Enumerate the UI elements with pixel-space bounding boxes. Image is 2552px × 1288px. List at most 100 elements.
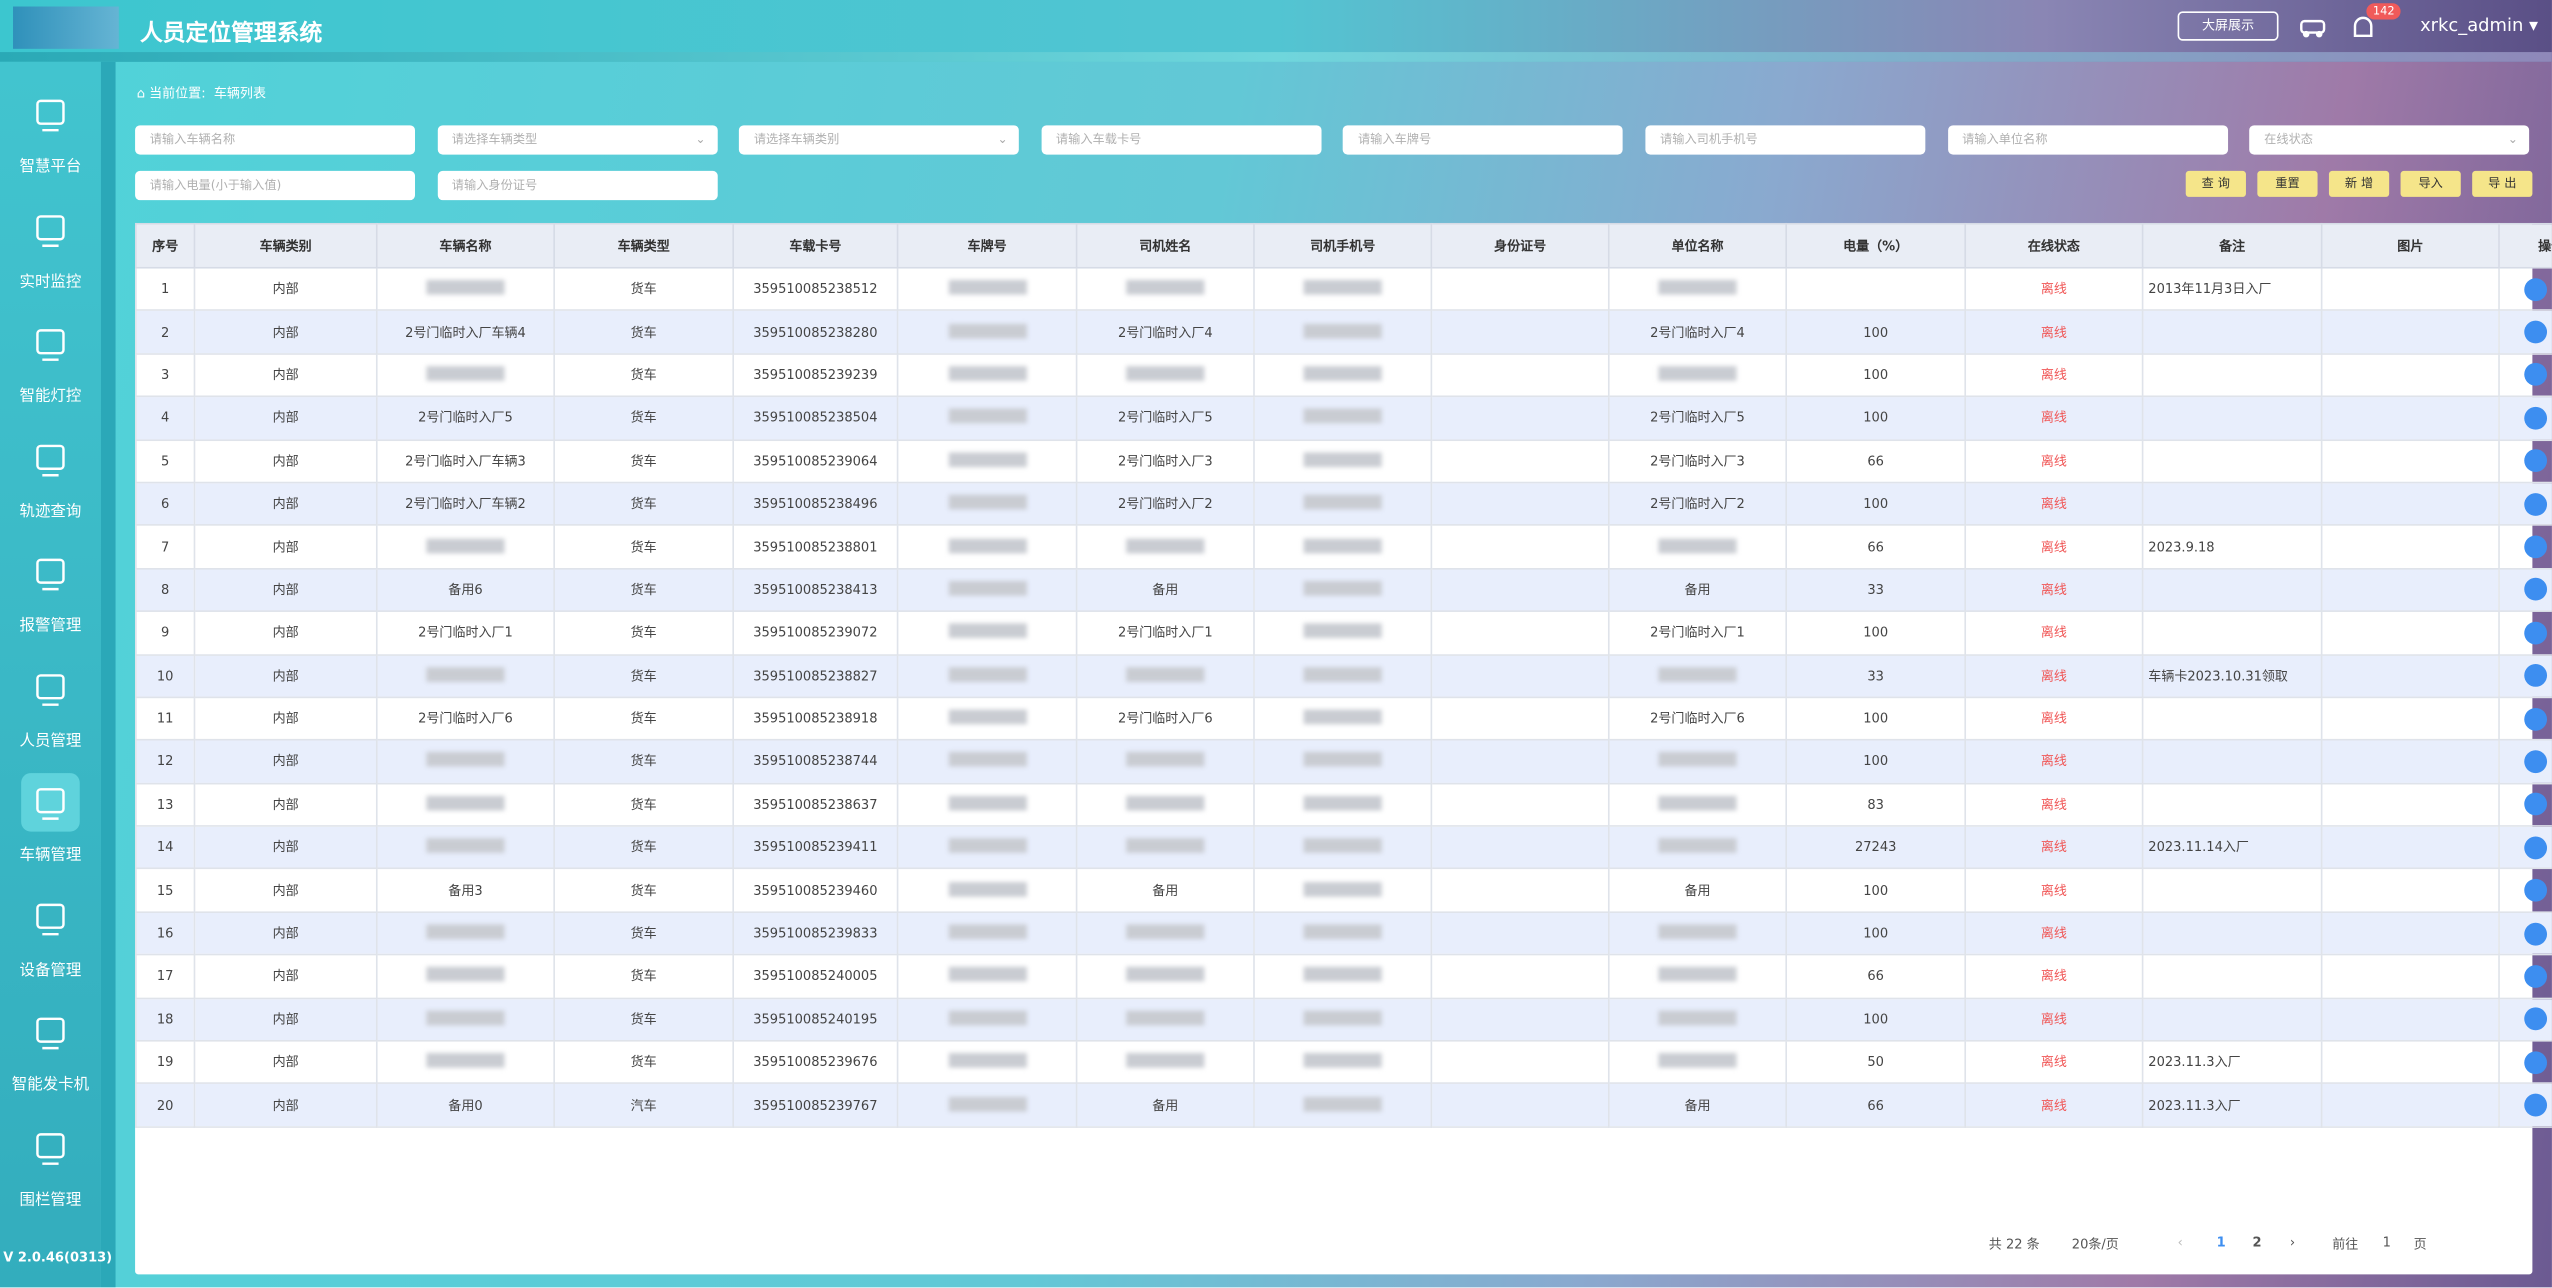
nav-item[interactable]: 智能灯控	[0, 295, 101, 405]
cell-text: 6	[161, 496, 170, 512]
blurred-text	[1658, 537, 1737, 553]
filter-input[interactable]: 在线状态 ⌄	[2249, 125, 2530, 155]
nav-item[interactable]: 实时监控	[0, 180, 101, 291]
cell-text: 离线	[2040, 453, 2067, 469]
table-cell	[1430, 610, 1610, 656]
table-cell	[1253, 610, 1433, 656]
blurred-text	[1126, 795, 1205, 811]
prev-page[interactable]: ‹	[2177, 1235, 2183, 1250]
table-cell: 货车	[553, 567, 735, 613]
image-cell	[2320, 997, 2500, 1042]
table-cell	[896, 997, 1078, 1042]
cell-text: 2号门临时入厂1	[418, 625, 513, 641]
action-button[interactable]: 新 增	[2328, 170, 2390, 197]
edit-button[interactable]	[2523, 363, 2547, 387]
filter-input[interactable]: 请输入车牌号	[1343, 125, 1624, 155]
filter-input[interactable]: 请输入司机手机号	[1645, 125, 1926, 155]
nav-item[interactable]: 围栏管理	[0, 1098, 101, 1208]
goto-input[interactable]: 1	[2382, 1235, 2391, 1250]
user-menu[interactable]: xrkc_admin ▾	[2420, 14, 2539, 36]
filter-input[interactable]: 请输入电量(小于输入值)	[135, 170, 416, 201]
action-button[interactable]: 导入	[2400, 170, 2461, 197]
action-cell	[2498, 739, 2552, 784]
filter-input[interactable]: 请选择车辆类别 ⌄	[739, 125, 1020, 155]
table-cell: 货车	[553, 868, 735, 913]
table-cell: 359510085238827	[732, 653, 899, 699]
cell-text: 备用	[1152, 1097, 1179, 1113]
action-button[interactable]: 重置	[2257, 170, 2318, 197]
nav-item[interactable]: 智能发卡机	[0, 983, 101, 1094]
vehicle-icon[interactable]	[2298, 13, 2327, 39]
edit-button[interactable]	[2523, 621, 2547, 645]
table-cell	[2141, 610, 2323, 656]
table-cell	[1430, 954, 1610, 999]
nav-item[interactable]: 报警管理	[0, 524, 101, 635]
table-cell	[1075, 266, 1255, 312]
nav-item[interactable]: 车辆管理	[0, 754, 101, 864]
cell-text: 33	[1867, 668, 1884, 684]
header: 人员定位管理系统 大屏展示 142 xrkc_admin ▾	[0, 0, 2552, 62]
table-cell: 2号门临时入厂3	[1607, 438, 1787, 484]
alarm-icon[interactable]	[2350, 13, 2376, 39]
edit-button[interactable]	[2523, 836, 2547, 859]
action-button[interactable]: 导 出	[2472, 170, 2533, 197]
edit-button[interactable]	[2523, 1093, 2547, 1117]
edit-button[interactable]	[2523, 750, 2547, 774]
table-cell	[2141, 395, 2323, 441]
table-cell: 货车	[553, 782, 735, 827]
nav-item[interactable]: 智慧平台	[0, 65, 101, 176]
table-cell: 1	[135, 266, 196, 312]
table-cell	[1607, 911, 1787, 956]
table-cell	[1430, 696, 1610, 742]
table-cell: 2号门临时入厂3	[1075, 438, 1255, 484]
edit-button[interactable]	[2523, 578, 2547, 602]
edit-button[interactable]	[2523, 879, 2547, 902]
cell-text: 33	[1867, 582, 1884, 598]
next-page[interactable]: ›	[2289, 1235, 2296, 1250]
cell-text: 1	[161, 281, 170, 297]
edit-button[interactable]	[2523, 965, 2547, 988]
page-number[interactable]: 2	[2252, 1235, 2262, 1250]
edit-button[interactable]	[2523, 793, 2547, 816]
edit-button[interactable]	[2523, 1007, 2547, 1031]
filter-input[interactable]: 请输入车载卡号	[1041, 125, 1322, 155]
blurred-text	[948, 580, 1027, 596]
edit-button[interactable]	[2523, 277, 2547, 301]
edit-button[interactable]	[2523, 922, 2547, 945]
edit-button[interactable]	[2523, 406, 2547, 430]
cell-text: 2号门临时入厂3	[1117, 453, 1213, 469]
nav-item[interactable]: 设备管理	[0, 868, 101, 979]
table-cell	[1430, 1082, 1610, 1128]
table-row: 19 内部 货车 359510085239676 50 离线 2023.11.3入厂	[135, 1040, 2552, 1085]
screen-button[interactable]: 大屏展示	[2177, 11, 2279, 41]
nav-item[interactable]: 人员管理	[0, 639, 101, 749]
blurred-text	[1303, 752, 1382, 768]
table-cell	[1430, 825, 1610, 870]
edit-button[interactable]	[2523, 449, 2547, 473]
cell-text: 2号门临时入厂5	[418, 410, 513, 426]
edit-button[interactable]	[2523, 1050, 2547, 1074]
table-cell: 离线	[1964, 696, 2144, 742]
edit-button[interactable]	[2523, 535, 2547, 559]
blurred-text	[948, 537, 1027, 553]
filter-input[interactable]: 请输入车辆名称	[135, 125, 416, 155]
edit-button[interactable]	[2523, 664, 2547, 688]
cell-text: 离线	[2040, 711, 2067, 727]
cell-text: 2号门临时入厂2	[1650, 496, 1745, 512]
table-cell: 离线	[1964, 868, 2144, 913]
table-cell: 2号门临时入厂1	[375, 610, 555, 656]
nav-item[interactable]: 轨迹查询	[0, 409, 101, 520]
page-size[interactable]: 20条/页	[2071, 1236, 2119, 1252]
table-cell: 100	[1785, 739, 1967, 784]
edit-button[interactable]	[2523, 492, 2547, 516]
action-button[interactable]: 查 询	[2185, 170, 2246, 197]
edit-button[interactable]	[2523, 707, 2547, 731]
filter-input[interactable]: 请选择车辆类型 ⌄	[437, 125, 718, 155]
filter-input[interactable]: 请输入身份证号	[437, 170, 718, 201]
edit-button[interactable]	[2523, 320, 2547, 344]
table-cell: 备用	[1607, 567, 1787, 613]
table-cell: 2号门临时入厂1	[1075, 610, 1255, 656]
nav-label: 围栏管理	[19, 1190, 82, 1209]
filter-input[interactable]: 请输入单位名称	[1947, 125, 2228, 155]
page-number[interactable]: 1	[2216, 1235, 2226, 1250]
